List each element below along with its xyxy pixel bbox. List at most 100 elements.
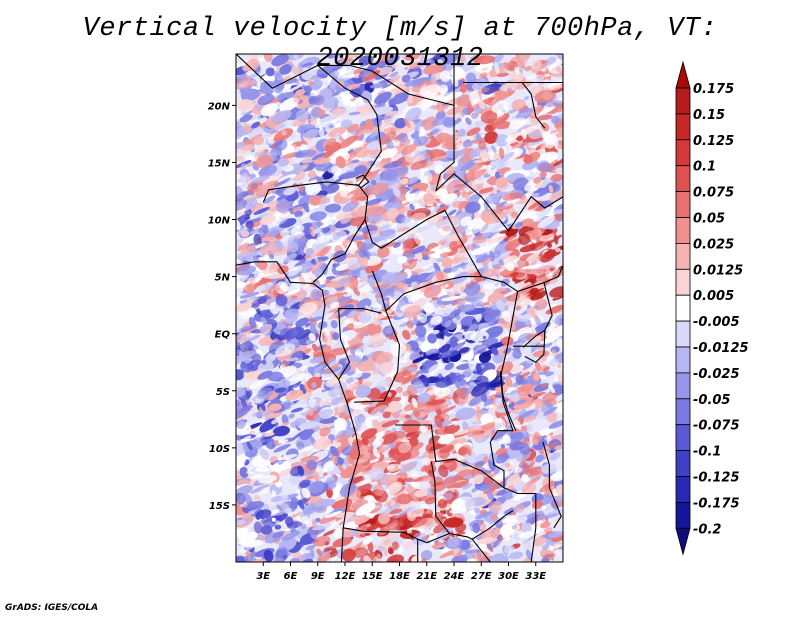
velocity-cell (253, 272, 263, 281)
velocity-cell (433, 262, 441, 274)
velocity-cell (380, 224, 391, 231)
velocity-cell (416, 272, 433, 283)
velocity-cell (290, 225, 305, 235)
colorbar-label: -0.0125 (693, 341, 749, 356)
velocity-cell (443, 96, 464, 109)
velocity-cell (281, 360, 290, 368)
velocity-cell (236, 238, 245, 249)
y-tick-label: 5N (215, 273, 231, 284)
velocity-cell (316, 284, 328, 289)
x-tick-label: 30E (498, 571, 519, 582)
x-tick-label: 6E (284, 571, 298, 582)
x-tick-label: 33E (525, 571, 546, 582)
colorbar-segment (675, 165, 691, 192)
colorbar-label: 0.005 (693, 289, 734, 304)
colorbar-segment (675, 372, 691, 400)
y-axis: 20N 15N 10N 5N EQ 5S 10S 15S (208, 101, 236, 512)
velocity-cell (406, 176, 419, 185)
velocity-cell (280, 513, 287, 520)
velocity-cell (522, 538, 531, 552)
x-tick-label: 21E (416, 571, 437, 582)
colorbar-label: 0.0125 (693, 263, 743, 278)
colorbar-segment (675, 191, 691, 218)
velocity-cell (549, 286, 563, 298)
velocity-cell (353, 97, 365, 108)
velocity-cell (525, 549, 533, 561)
colorbar-segment (675, 113, 691, 141)
velocity-cell (516, 378, 529, 386)
velocity-cell (556, 107, 563, 113)
velocity-cell (288, 512, 303, 519)
colorbar-label: -0.005 (693, 315, 740, 330)
velocity-cell (412, 78, 424, 88)
velocity-cell (239, 466, 249, 479)
velocity-cell (367, 173, 382, 186)
velocity-cell (447, 209, 457, 217)
velocity-cell (557, 144, 562, 149)
velocity-cell (500, 444, 506, 449)
velocity-cell (484, 131, 499, 144)
colorbar-segment (675, 217, 691, 244)
velocity-cell (402, 329, 411, 340)
velocity-cell (511, 99, 526, 112)
velocity-cell (387, 548, 394, 555)
velocity-cell (466, 530, 473, 540)
velocity-cell (245, 550, 251, 559)
colorbar-label: 0.175 (693, 82, 734, 97)
velocity-cell (277, 453, 298, 461)
velocity-cell (322, 528, 338, 537)
velocity-cell (292, 54, 299, 60)
velocity-cell (539, 206, 552, 217)
velocity-cell (248, 551, 258, 559)
colorbar-label: 0.125 (693, 134, 734, 149)
colorbar-label: 0.075 (693, 186, 734, 201)
velocity-cell (274, 520, 280, 524)
velocity-cell (347, 161, 364, 169)
velocity-cell (475, 132, 483, 144)
colorbar-label: -0.025 (693, 367, 740, 382)
velocity-cell (543, 415, 548, 421)
velocity-cell (524, 65, 532, 72)
velocity-cell (277, 459, 285, 465)
colorbar-segment (675, 268, 691, 296)
velocity-cell (385, 54, 400, 66)
velocity-cell (382, 545, 388, 557)
velocity-cell (328, 127, 346, 138)
velocity-cell (526, 423, 534, 432)
velocity-cell (250, 474, 264, 480)
velocity-cell (544, 356, 554, 364)
colorbar-segment (675, 242, 691, 270)
velocity-cell (424, 496, 437, 505)
velocity-cell (377, 246, 390, 259)
velocity-cell (366, 523, 381, 532)
colorbar-min-arrow (675, 527, 691, 556)
velocity-cell (236, 332, 251, 344)
y-tick-label: 10N (208, 216, 231, 227)
map-panel (236, 54, 563, 562)
colorbar-segment (675, 294, 691, 322)
y-tick-label: 20N (208, 101, 231, 112)
colorbar-label: 0.1 (693, 160, 716, 175)
velocity-cell (357, 281, 371, 294)
velocity-cell (375, 553, 382, 562)
colorbar-segment (675, 476, 691, 503)
grads-credit: GrADS: IGES/COLA (5, 603, 99, 613)
y-tick-label: 10S (209, 444, 230, 455)
velocity-cell (236, 369, 245, 381)
velocity-cell (558, 127, 563, 136)
velocity-cell (346, 269, 359, 276)
colorbar-segment (675, 398, 691, 426)
colorbar-label: 0.15 (693, 108, 725, 123)
y-tick-label: 5S (216, 387, 230, 398)
colorbar-segment (675, 450, 691, 477)
x-tick-label: 24E (444, 571, 465, 582)
velocity-cell (550, 533, 563, 542)
velocity-cell (274, 524, 282, 530)
velocity-cell (364, 415, 380, 421)
chart-title: Vertical velocity [m/s] at 700hPa, VT: 2… (82, 14, 718, 74)
colorbar-label: 0.025 (693, 237, 734, 252)
velocity-cell (496, 72, 510, 78)
velocity-cell (461, 261, 476, 268)
velocity-cell (515, 305, 522, 311)
x-axis: 3E 6E 9E 12E 15E 18E 21E 24E 27E 30E 33E (256, 562, 546, 582)
